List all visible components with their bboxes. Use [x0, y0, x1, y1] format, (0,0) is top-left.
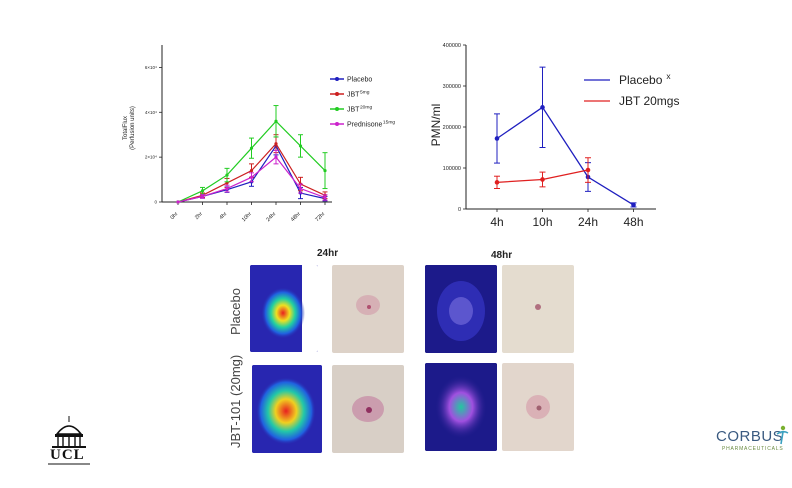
- data-point: [249, 169, 254, 173]
- legend-label: Placebo x: [619, 71, 671, 87]
- data-point: [274, 119, 278, 123]
- ucl-dome-icon: [48, 416, 90, 465]
- corbus-logo-text: CORBUS: [716, 428, 784, 445]
- data-point: [585, 167, 591, 173]
- x-tick-label: 4h: [490, 215, 503, 229]
- x-tick-label: 24h: [578, 215, 598, 229]
- data-point: [200, 194, 205, 198]
- row-label-placebo: Placebo: [228, 288, 243, 335]
- column-heading-48hr: 48hr: [491, 250, 513, 261]
- ucl-logo-text: UCL: [50, 447, 85, 463]
- data-point: [323, 195, 327, 200]
- y-tick-label: 0: [154, 200, 157, 205]
- legend-label-name: Prednisone: [347, 121, 383, 128]
- thermal-image-jbt-48hr: [425, 363, 497, 451]
- corbus-logo: CORBUS PHARMACEUTICALS: [716, 425, 789, 464]
- data-point: [176, 200, 180, 204]
- data-point: [298, 144, 303, 148]
- data-point: [249, 175, 254, 179]
- legend-marker: [335, 122, 339, 126]
- x-tick-label: 10h: [532, 215, 552, 229]
- legend-label-name: Placebo: [347, 76, 372, 83]
- y-tick-label: 400000: [443, 43, 461, 49]
- x-tick-label: 48h: [623, 215, 643, 229]
- legend-label: JBT 20mgs: [619, 94, 679, 108]
- legend-label: Placebo: [347, 76, 372, 83]
- legend-marker: [335, 92, 339, 96]
- data-point: [631, 202, 636, 208]
- corbus-logo-subtext: PHARMACEUTICALS: [722, 446, 784, 452]
- legend-label-superscript: 20mg: [360, 105, 373, 111]
- skin-photo-jbt-48hr: [502, 363, 574, 451]
- y-axis-sublabel: (Perfusion units): [130, 106, 136, 150]
- data-point: [225, 186, 229, 191]
- thermal-image-placebo-24hr: [250, 265, 318, 352]
- y-tick-label: 300000: [443, 84, 461, 90]
- legend-label-superscript: x: [666, 71, 671, 81]
- legend-label-name: JBT 20mgs: [619, 94, 679, 108]
- data-point: [225, 173, 229, 177]
- y-tick-label: 200000: [443, 125, 461, 131]
- legend-label-name: JBT: [347, 106, 360, 113]
- y-tick-label: 4×10⁴: [145, 110, 157, 115]
- legend-label-name: JBT: [347, 91, 360, 98]
- data-point: [274, 155, 278, 159]
- legend-marker: [335, 77, 339, 81]
- data-point: [540, 105, 545, 110]
- row-label-jbt-101: JBT-101 (20mg): [228, 354, 243, 448]
- legend-label: JBT5mg: [347, 90, 370, 99]
- y-axis-label: PMN/ml: [429, 104, 443, 147]
- data-point: [298, 186, 303, 191]
- thermal-image-placebo-48hr: [425, 265, 497, 353]
- corbus-figure-icon: [776, 425, 789, 445]
- column-heading-24hr: 24hr: [317, 248, 339, 259]
- x-tick-label: 0hr: [170, 211, 180, 221]
- x-tick-label: 4hr: [219, 211, 229, 221]
- y-axis-label: TotalFlux: [123, 116, 129, 140]
- data-point: [200, 189, 205, 193]
- legend-label: JBT20mg: [347, 105, 372, 114]
- data-point: [274, 142, 278, 146]
- y-tick-label: 2×10⁴: [145, 155, 157, 160]
- skin-photo-placebo-48hr: [502, 265, 574, 353]
- data-point: [540, 177, 545, 182]
- data-point: [494, 180, 500, 185]
- x-tick-label: 2hr: [194, 211, 204, 221]
- legend-label: Prednisone15mg: [347, 120, 395, 129]
- y-tick-label: 100000: [443, 166, 461, 172]
- data-point: [494, 136, 500, 141]
- legend-label-name: Placebo: [619, 73, 663, 87]
- ucl-logo: UCL: [44, 414, 94, 468]
- data-point: [323, 169, 327, 173]
- legend-label-superscript: 5mg: [360, 90, 370, 96]
- legend-marker: [335, 107, 339, 111]
- skin-photo-placebo-24hr: [332, 265, 404, 353]
- data-point: [249, 146, 254, 150]
- thermal-image-jbt-24hr: [252, 365, 322, 453]
- y-tick-label: 0: [458, 207, 461, 213]
- skin-photo-jbt-24hr: [332, 365, 404, 453]
- y-tick-label: 6×10⁴: [145, 65, 157, 70]
- series-line: [496, 106, 634, 206]
- legend-label-superscript: 15mg: [383, 120, 396, 126]
